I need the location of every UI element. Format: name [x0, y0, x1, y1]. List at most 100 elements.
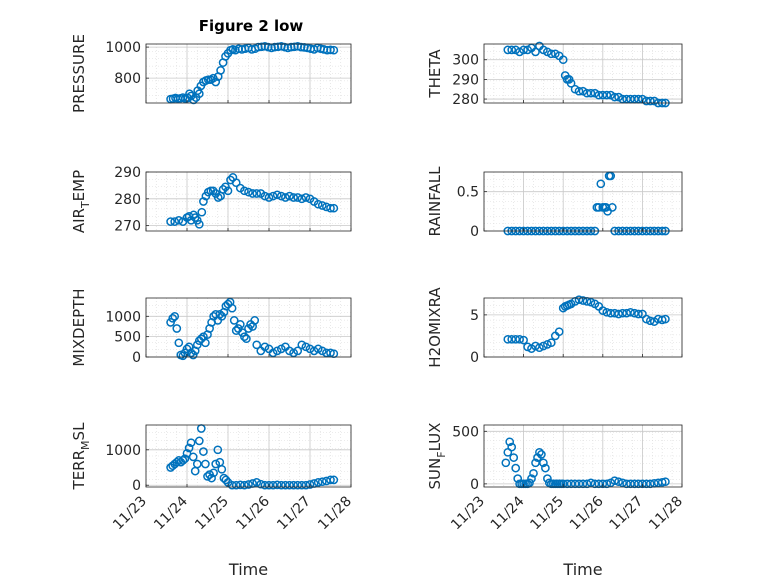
data-point — [309, 346, 319, 356]
data-point — [223, 186, 233, 196]
data-point — [268, 480, 278, 490]
data-point — [293, 480, 303, 490]
chart-panel-sun-flux: 0 500 11/23 11/24 11/25 11/26 11/27 11/28 Time SU… — [426, 423, 686, 579]
data-point — [586, 88, 596, 98]
x-tick-label: 11/23 — [448, 493, 488, 533]
data-point — [256, 479, 266, 489]
data-point — [272, 480, 282, 490]
axes-box — [483, 297, 683, 358]
data-point — [566, 78, 576, 88]
y-axis-label: SUNFLUX — [426, 423, 448, 490]
data-point — [260, 480, 270, 490]
data-point — [170, 217, 180, 226]
data-point — [501, 458, 511, 468]
data-point — [252, 478, 262, 487]
data-point — [268, 191, 278, 201]
data-point — [657, 477, 667, 487]
y-tick-label: 300 — [452, 53, 479, 69]
y-axis-label: PRESSURE — [70, 34, 88, 113]
data-point — [199, 447, 208, 456]
data-point — [529, 468, 538, 478]
data-point — [586, 297, 596, 307]
data-point — [317, 201, 327, 210]
x-tick-label: 11/24 — [488, 493, 528, 533]
data-point — [186, 438, 196, 448]
data-point — [661, 314, 670, 324]
data-point — [244, 324, 253, 333]
data-point — [297, 340, 307, 350]
y-axis-label: H2OMIXRA — [426, 287, 444, 368]
data-point — [174, 338, 184, 348]
data-point — [507, 45, 517, 55]
data-point — [293, 193, 303, 202]
data-point — [618, 308, 627, 318]
data-point — [203, 472, 212, 481]
data-point — [610, 476, 620, 486]
chart-panel-h2omixra: 0 5 H2OMIXRA — [426, 287, 683, 368]
data-point — [166, 318, 175, 327]
data-point — [525, 478, 534, 488]
data-point — [229, 316, 239, 325]
x-tick-label: 11/26 — [567, 493, 607, 533]
data-point — [313, 344, 323, 354]
data-point — [186, 348, 196, 358]
data-point — [276, 191, 286, 201]
data-point — [260, 342, 270, 352]
axes-box — [145, 43, 352, 104]
x-tick-label: 11/25 — [527, 493, 567, 533]
data-point — [238, 328, 247, 337]
data-point — [215, 309, 225, 319]
data-point — [170, 311, 180, 321]
data-point — [519, 45, 528, 55]
data-point — [285, 191, 294, 201]
data-point — [313, 478, 323, 487]
data-point — [289, 193, 298, 202]
data-point — [188, 452, 198, 462]
data-point — [276, 480, 286, 490]
data-point — [231, 480, 241, 490]
data-point — [326, 203, 335, 213]
data-point — [208, 186, 218, 196]
y-tick-label: 5 — [470, 308, 479, 324]
data-point — [578, 296, 588, 305]
data-point — [227, 480, 237, 490]
y-tick-label: 1000 — [105, 443, 141, 459]
data-point — [329, 45, 339, 55]
data-point — [645, 96, 655, 106]
data-point — [240, 480, 249, 490]
data-point — [180, 454, 190, 464]
data-point — [535, 343, 544, 353]
data-point — [189, 95, 198, 105]
y-tick-label: 1000 — [105, 40, 141, 56]
chart-panel-air-temp: 270 280 290 AIRTEMP — [70, 165, 352, 235]
data-point — [268, 348, 278, 358]
data-point — [174, 215, 184, 225]
data-point — [244, 187, 253, 197]
data-point — [574, 295, 584, 305]
data-point — [276, 344, 286, 354]
data-point — [313, 199, 323, 209]
data-point — [260, 191, 270, 201]
chart-panel-rainfall: 0 0.5 RAINFALL — [426, 166, 683, 240]
data-point — [201, 459, 210, 469]
data-point — [546, 49, 556, 59]
data-point — [541, 463, 550, 473]
data-point — [166, 217, 175, 226]
x-tick-label: 11/27 — [274, 493, 314, 533]
chart-panel-theta: 280 290 300 THETA — [426, 41, 683, 108]
data-point — [607, 203, 617, 212]
y-tick-label: 0 — [470, 477, 479, 493]
data-point — [317, 346, 327, 356]
y-tick-label: 500 — [114, 330, 141, 346]
data-point — [272, 190, 282, 200]
data-point — [168, 313, 178, 323]
data-point — [172, 324, 182, 333]
data-point — [610, 92, 620, 102]
y-tick-label: 270 — [114, 219, 141, 235]
y-tick-label: 0.5 — [457, 185, 479, 201]
data-point — [227, 303, 237, 313]
y-axis-label: TERRMSL — [70, 422, 92, 491]
data-point — [281, 193, 290, 202]
data-point — [194, 436, 204, 446]
data-point — [235, 320, 245, 329]
